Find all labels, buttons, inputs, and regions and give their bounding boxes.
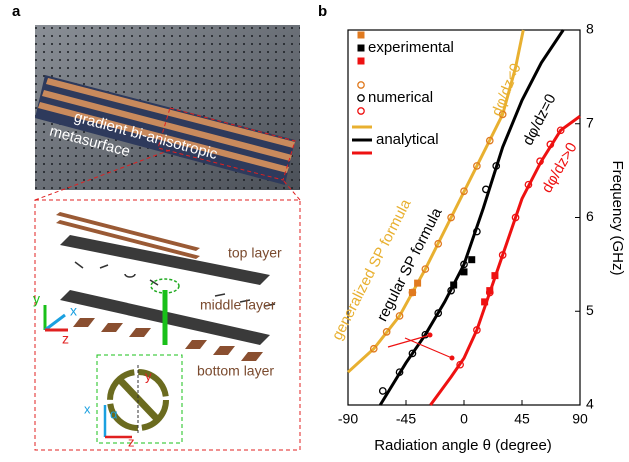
x-tick-label: 90	[572, 411, 588, 427]
plot-frame	[348, 30, 580, 405]
x-tick-label: -45	[396, 411, 416, 427]
legend-circle	[358, 95, 364, 101]
numerical-point	[380, 388, 386, 394]
legend-label: analytical	[376, 131, 439, 148]
y-tick-label: 8	[586, 21, 594, 37]
panel-label: b	[318, 3, 327, 20]
legend-circle	[358, 108, 364, 114]
arrow-head	[450, 356, 455, 361]
annotation: regular SP formula	[374, 205, 446, 324]
x-tick-label: 45	[514, 411, 530, 427]
y-tick-label: 5	[586, 302, 594, 318]
experimental-point	[450, 282, 457, 289]
annotation: dφ/dz>0	[538, 140, 580, 196]
legend-circle	[358, 82, 364, 88]
layer-label: top layer	[228, 245, 282, 261]
layer-label: bottom layer	[197, 363, 274, 379]
analytical-curve	[348, 30, 523, 372]
legend-square	[358, 58, 365, 65]
y-tick-label: 4	[586, 396, 594, 412]
experimental-point	[414, 280, 421, 287]
layers	[0, 212, 270, 345]
axes-icon	[45, 305, 68, 330]
legend-label: experimental	[368, 39, 454, 56]
y-axis-title: Frequency (GHz)	[609, 160, 626, 275]
experimental-point	[491, 272, 498, 279]
layer-label: middle layer	[200, 297, 276, 313]
experimental-point	[481, 298, 488, 305]
experimental-point	[461, 268, 468, 275]
x-axis-title: Radiation angle θ (degree)	[374, 437, 552, 454]
x-tick-label: -90	[338, 411, 358, 427]
arrow-head	[428, 333, 433, 338]
y-tick-label: 7	[586, 114, 594, 130]
page: {"panel_a": {"label": "a", "caption": ["…	[0, 0, 629, 462]
arrow	[388, 335, 430, 347]
axis-label: z	[62, 331, 69, 347]
legend-square	[358, 45, 365, 52]
x-tick-label: 0	[460, 411, 468, 427]
experimental-point	[486, 287, 493, 294]
y-tick-label: 6	[586, 208, 594, 224]
legend-label: numerical	[368, 89, 433, 106]
axis-label: y	[33, 291, 40, 307]
experimental-point	[468, 256, 475, 263]
axis-label: z	[128, 434, 135, 449]
axis-label: y	[145, 368, 152, 383]
panel-label: a	[12, 3, 21, 20]
axis-label: x	[70, 303, 77, 319]
legend-square	[358, 32, 365, 39]
photo	[35, 25, 300, 190]
experimental-point	[409, 289, 416, 296]
inset-ring	[110, 365, 166, 435]
figure: a gradient bi-anisotropicmetasurface top…	[0, 0, 629, 462]
angle-label: α	[110, 406, 118, 421]
axis-label: x	[84, 401, 91, 416]
